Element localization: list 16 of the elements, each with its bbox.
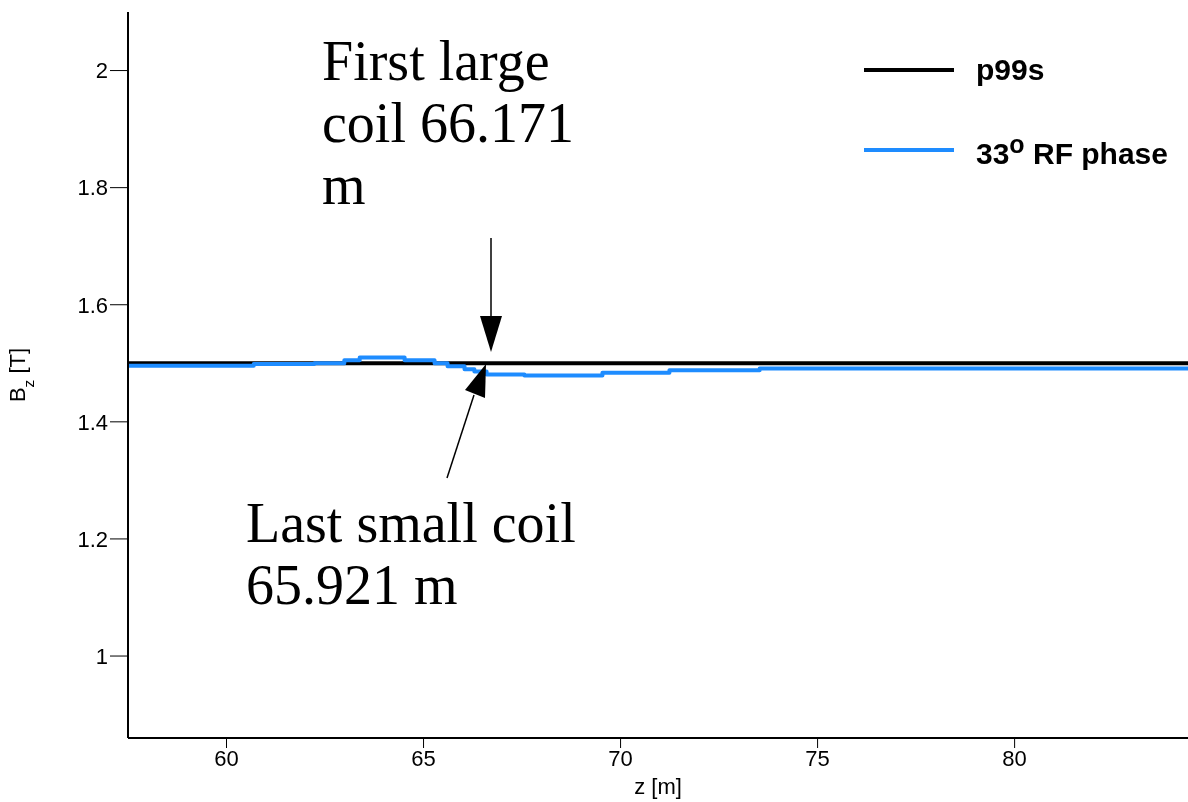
- x-tick-label: 75: [805, 745, 830, 771]
- y-tick-label: 1: [95, 643, 108, 669]
- y-tick-label: 1.4: [77, 409, 108, 435]
- legend-label: p99s: [975, 53, 1045, 87]
- annotation: First large coil 66.171 m: [322, 30, 575, 216]
- y-tick-label: 1.8: [77, 175, 108, 201]
- annotation: Last small coil 65.921 m: [246, 492, 577, 616]
- y-tick-label: 1.6: [77, 292, 108, 318]
- x-tick-label: 80: [1002, 745, 1027, 771]
- y-tick-label: 2: [95, 58, 108, 84]
- legend-label: 33$^{o}$ RF phase: [975, 129, 1168, 171]
- x-tick-label: 60: [214, 745, 239, 771]
- y-tick-label: 1.2: [77, 526, 108, 552]
- x-tick-label: 70: [608, 745, 633, 771]
- x-axis-title: z [m]: [634, 774, 682, 799]
- x-tick-label: 65: [411, 745, 436, 771]
